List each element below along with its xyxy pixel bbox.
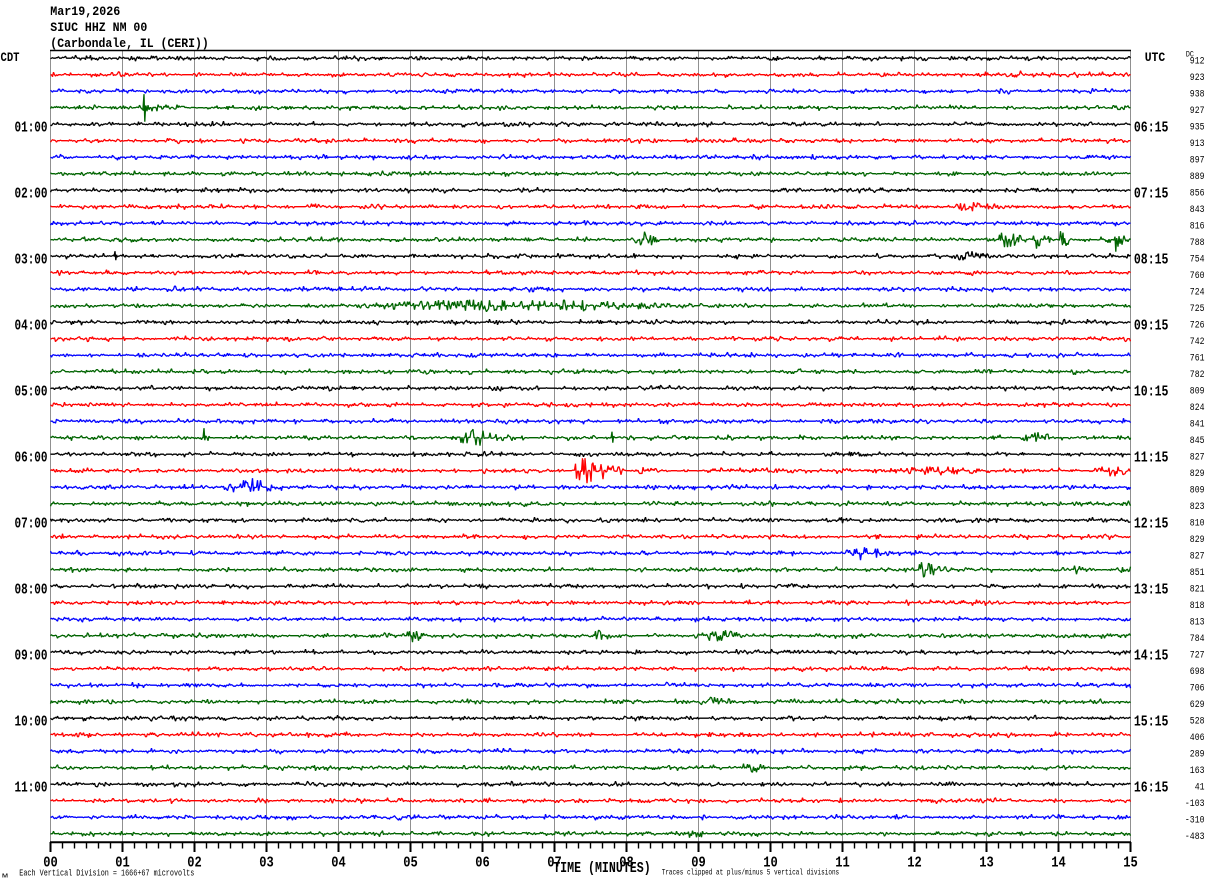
svg-text:927: 927 (1190, 106, 1205, 117)
svg-text:629: 629 (1190, 700, 1205, 711)
svg-text:06:00: 06:00 (15, 449, 48, 466)
svg-text:935: 935 (1190, 123, 1205, 134)
svg-text:10: 10 (763, 854, 778, 871)
svg-text:06:15: 06:15 (1134, 119, 1169, 136)
svg-text:742: 742 (1190, 337, 1205, 348)
svg-text:827: 827 (1190, 453, 1205, 464)
svg-text:08: 08 (619, 854, 634, 871)
svg-text:-310: -310 (1185, 816, 1205, 827)
svg-text:818: 818 (1190, 601, 1205, 612)
svg-text:02:00: 02:00 (15, 185, 48, 202)
svg-text:09:00: 09:00 (15, 647, 48, 664)
svg-text:07:15: 07:15 (1134, 185, 1169, 202)
svg-text:11: 11 (835, 854, 850, 871)
svg-text:-483: -483 (1185, 832, 1205, 843)
svg-text:05:00: 05:00 (15, 383, 48, 400)
svg-text:824: 824 (1190, 403, 1205, 414)
svg-text:CDT: CDT (1, 50, 20, 65)
svg-text:(Carbondale, IL (CERI)): (Carbondale, IL (CERI)) (50, 37, 209, 51)
svg-text:813: 813 (1190, 618, 1205, 629)
svg-text:856: 856 (1190, 189, 1205, 200)
svg-text:07:00: 07:00 (15, 515, 48, 532)
svg-text:м: м (2, 873, 9, 881)
svg-text:816: 816 (1190, 222, 1205, 233)
svg-text:913: 913 (1190, 139, 1205, 150)
svg-text:827: 827 (1190, 552, 1205, 563)
svg-text:02: 02 (187, 854, 202, 871)
svg-text:845: 845 (1190, 436, 1205, 447)
svg-text:724: 724 (1190, 288, 1205, 299)
svg-text:08:00: 08:00 (15, 581, 48, 598)
svg-text:08:15: 08:15 (1134, 251, 1169, 268)
svg-text:13: 13 (979, 854, 994, 871)
svg-text:725: 725 (1190, 304, 1205, 315)
svg-text:897: 897 (1190, 156, 1205, 167)
svg-text:41: 41 (1195, 783, 1205, 794)
svg-text:-103: -103 (1185, 799, 1205, 810)
svg-text:09: 09 (691, 854, 706, 871)
svg-text:16:15: 16:15 (1134, 779, 1169, 796)
svg-text:05: 05 (403, 854, 418, 871)
svg-text:TIME (MINUTES): TIME (MINUTES) (553, 860, 651, 877)
svg-text:923: 923 (1190, 73, 1205, 84)
svg-text:11:15: 11:15 (1134, 449, 1169, 466)
svg-text:761: 761 (1190, 354, 1205, 365)
svg-text:889: 889 (1190, 172, 1205, 183)
svg-text:07: 07 (547, 854, 562, 871)
svg-text:843: 843 (1190, 205, 1205, 216)
svg-text:810: 810 (1190, 519, 1205, 530)
svg-text:528: 528 (1190, 717, 1205, 728)
svg-text:04:00: 04:00 (15, 317, 48, 334)
svg-text:706: 706 (1190, 684, 1205, 695)
svg-text:14:15: 14:15 (1134, 647, 1169, 664)
svg-text:726: 726 (1190, 321, 1205, 332)
svg-text:754: 754 (1190, 255, 1205, 266)
svg-text:13:15: 13:15 (1134, 581, 1169, 598)
svg-text:03:00: 03:00 (15, 251, 48, 268)
svg-text:15:15: 15:15 (1134, 713, 1169, 730)
svg-text:10:15: 10:15 (1134, 383, 1169, 400)
svg-text:829: 829 (1190, 469, 1205, 480)
svg-text:15: 15 (1123, 854, 1138, 871)
svg-text:823: 823 (1190, 502, 1205, 513)
svg-text:Each Vertical Division = 1666+: Each Vertical Division = 1666+67 microvo… (19, 868, 194, 879)
svg-text:04: 04 (331, 854, 346, 871)
svg-text:289: 289 (1190, 750, 1205, 761)
svg-text:10:00: 10:00 (15, 713, 48, 730)
svg-text:809: 809 (1190, 486, 1205, 497)
svg-text:12: 12 (907, 854, 922, 871)
svg-text:Mar19,2026: Mar19,2026 (50, 5, 120, 19)
svg-text:01:00: 01:00 (15, 119, 48, 136)
svg-text:788: 788 (1190, 238, 1205, 249)
svg-text:821: 821 (1190, 585, 1205, 596)
svg-text:406: 406 (1190, 733, 1205, 744)
svg-text:00: 00 (43, 854, 58, 871)
svg-text:03: 03 (259, 854, 274, 871)
svg-text:01: 01 (115, 854, 130, 871)
svg-text:851: 851 (1190, 568, 1205, 579)
svg-text:938: 938 (1190, 90, 1205, 101)
svg-text:09:15: 09:15 (1134, 317, 1169, 334)
svg-text:14: 14 (1051, 854, 1066, 871)
svg-text:841: 841 (1190, 420, 1205, 431)
svg-text:809: 809 (1190, 387, 1205, 398)
svg-text:760: 760 (1190, 271, 1205, 282)
svg-text:12:15: 12:15 (1134, 515, 1169, 532)
svg-text:163: 163 (1190, 766, 1205, 777)
svg-text:11:00: 11:00 (15, 779, 48, 796)
svg-text:727: 727 (1190, 651, 1205, 662)
svg-text:SIUC HHZ NM 00: SIUC HHZ NM 00 (50, 21, 147, 35)
svg-text:06: 06 (475, 854, 490, 871)
svg-text:DC: DC (1186, 51, 1194, 60)
svg-text:829: 829 (1190, 535, 1205, 546)
svg-text:698: 698 (1190, 667, 1205, 678)
svg-text:Traces clipped at plus/minus 5: Traces clipped at plus/minus 5 vertical … (662, 868, 840, 878)
svg-text:782: 782 (1190, 370, 1205, 381)
svg-text:784: 784 (1190, 634, 1205, 645)
svg-text:UTC: UTC (1145, 50, 1166, 65)
svg-text:912: 912 (1190, 57, 1205, 68)
